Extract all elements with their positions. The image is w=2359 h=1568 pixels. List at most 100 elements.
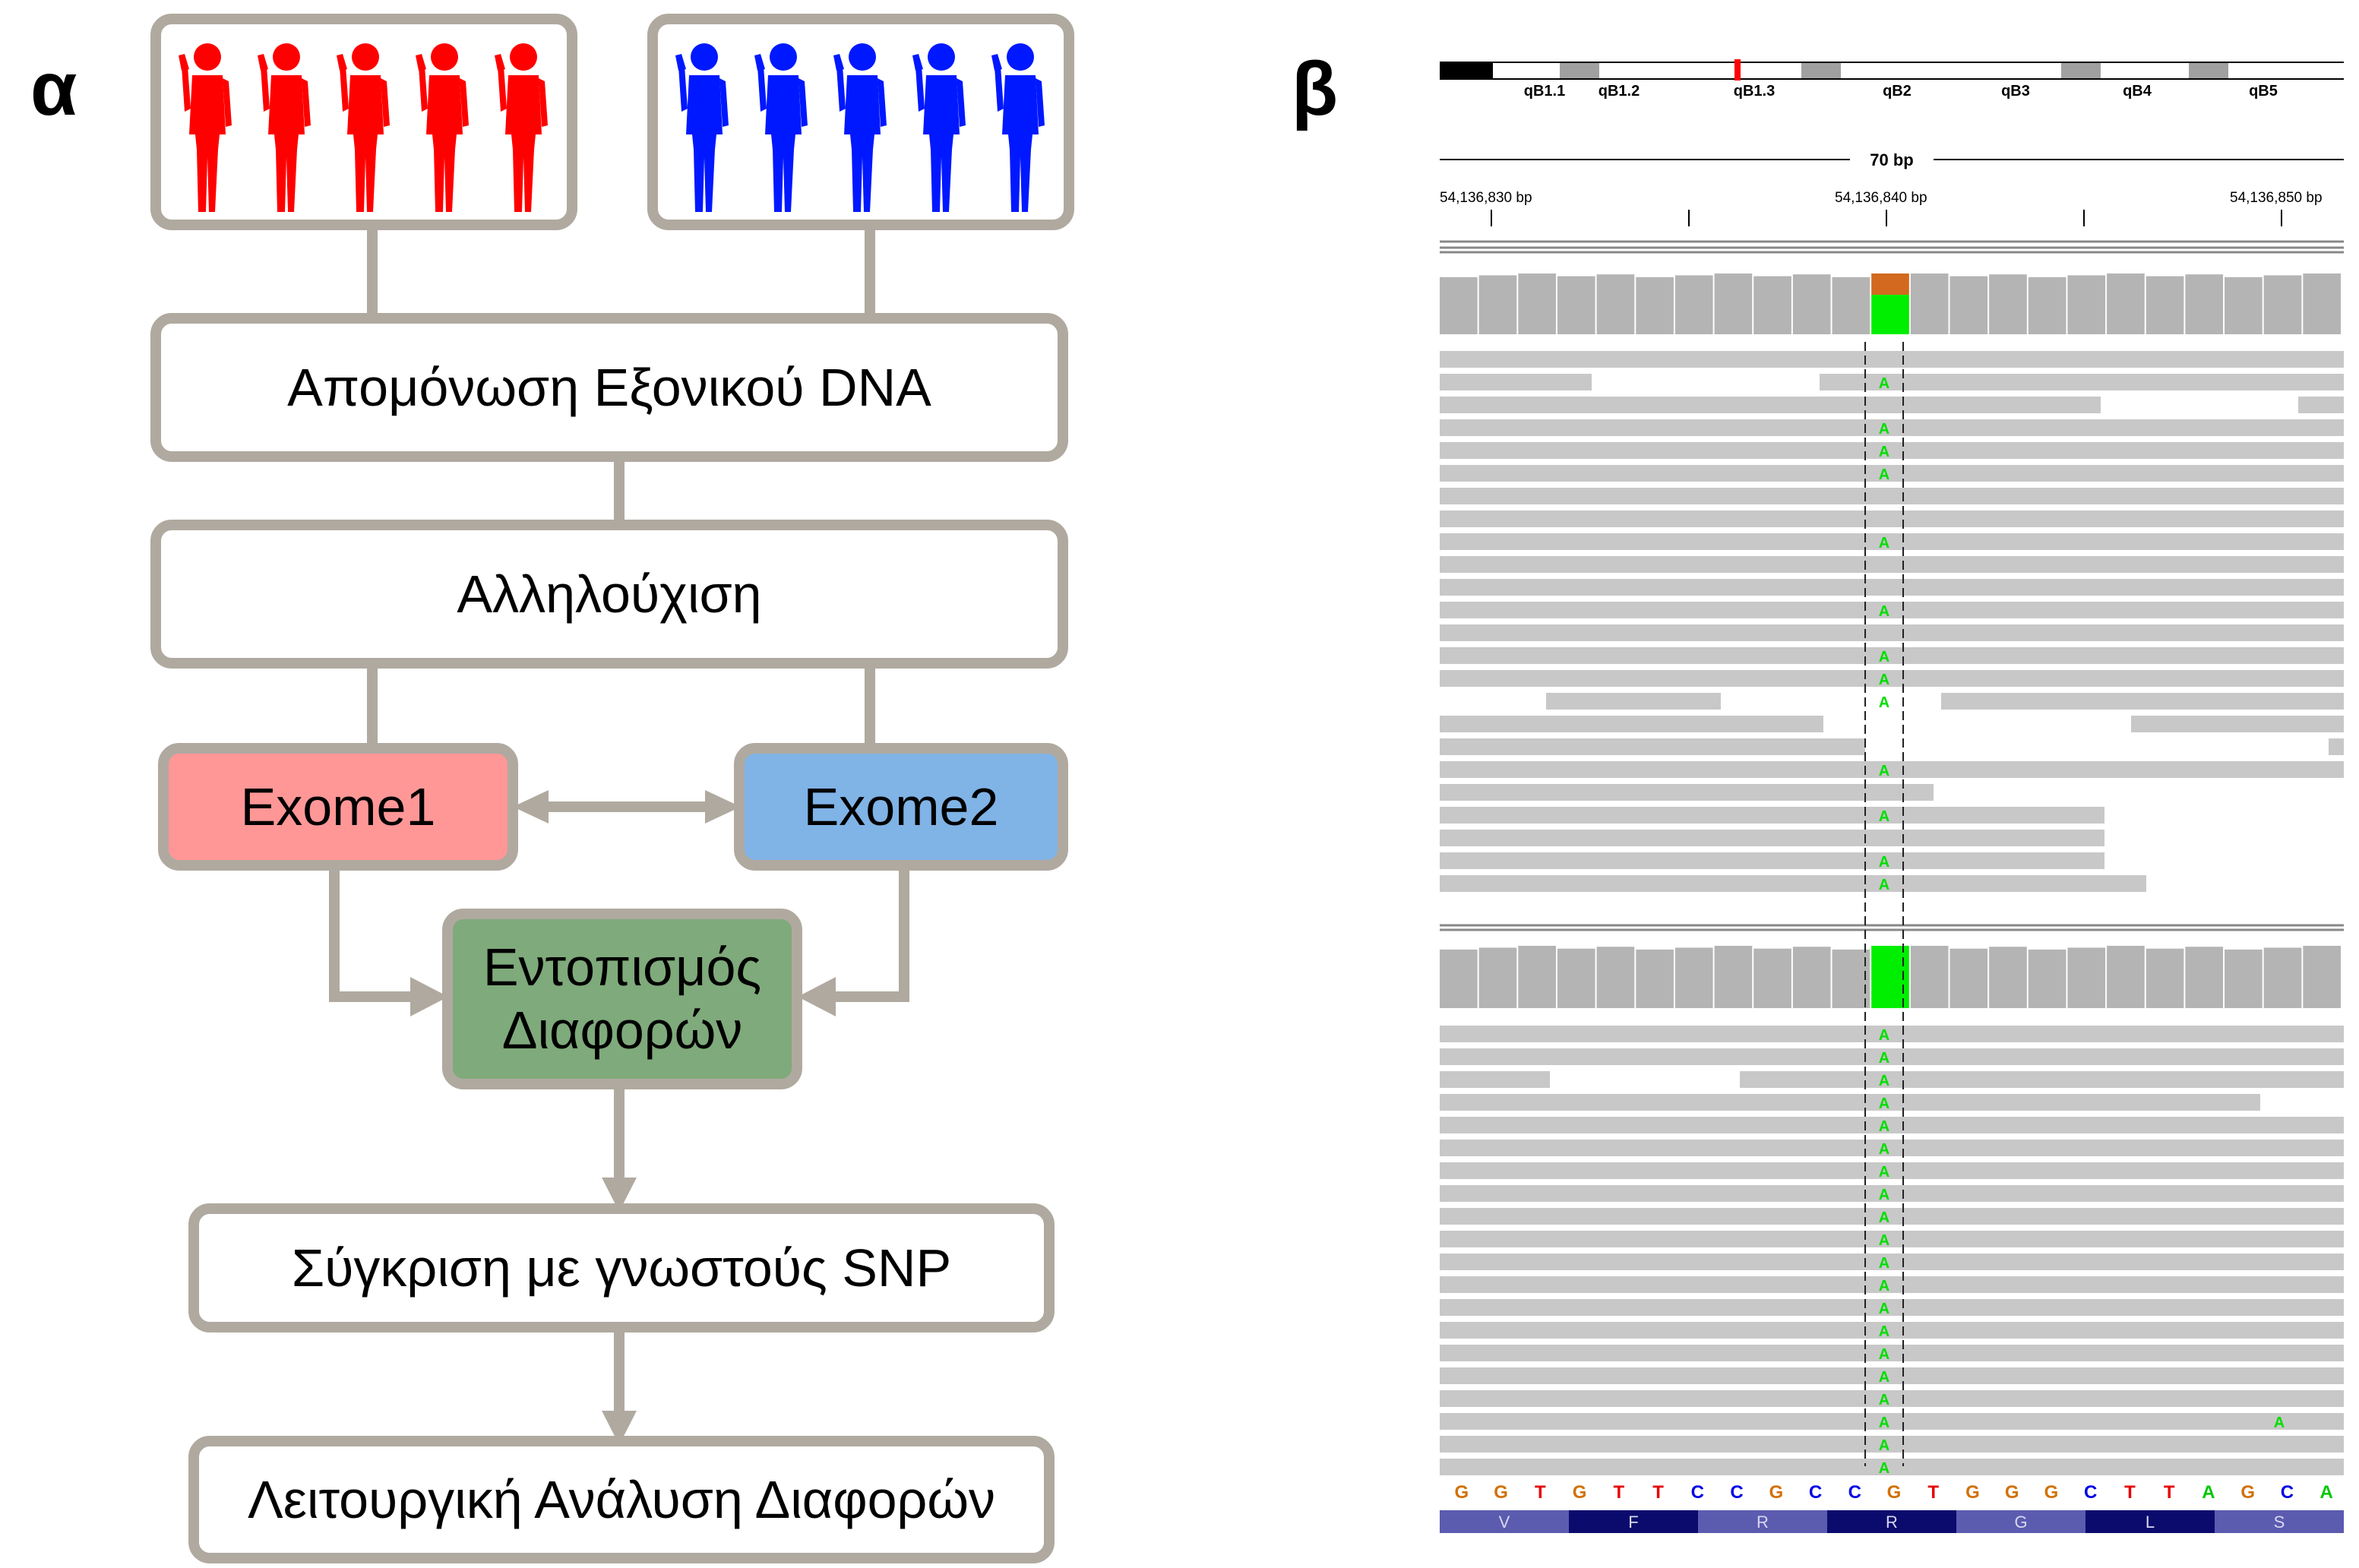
- coverage-bar: [1832, 277, 1870, 334]
- person-icon: [495, 43, 548, 212]
- read-row: [1440, 1231, 2344, 1247]
- read-row: [1440, 647, 2344, 664]
- read-segment: [1440, 738, 1865, 755]
- panel-b-label: β: [1292, 46, 1339, 131]
- coverage-bar: [2303, 273, 2341, 334]
- coverage-bar: [1596, 274, 1635, 334]
- coverage-track-bottom: [1440, 946, 2341, 1008]
- variant-base-label: A: [1879, 1187, 1889, 1203]
- coverage-bar: [1440, 949, 1478, 1008]
- variant-base-label: A: [1879, 1255, 1889, 1272]
- reference-base: T: [1535, 1482, 1546, 1503]
- coverage-bar: [2107, 946, 2145, 1008]
- read-row: [1440, 1208, 2344, 1225]
- variant-base-label: A: [1879, 1073, 1889, 1089]
- read-row: [1440, 1117, 2344, 1133]
- amino-acid-block: [1827, 1510, 1956, 1533]
- read-row: [1440, 442, 2344, 459]
- variant-base-label: A: [1879, 694, 1889, 711]
- cytoband-label: qB4: [2123, 83, 2152, 100]
- variant-base-label: A: [1879, 808, 1889, 825]
- variant-base-label: A: [1879, 1346, 1889, 1363]
- reference-base: T: [1613, 1482, 1624, 1503]
- coverage-bar: [2185, 274, 2224, 334]
- group2-box: [647, 14, 1074, 230]
- variant-base-label: A: [1879, 466, 1889, 483]
- read-row: [1440, 761, 2344, 778]
- read-row: [1440, 533, 2344, 550]
- reference-base: G: [1887, 1482, 1902, 1503]
- read-segment: [2131, 716, 2344, 732]
- person-icon: [833, 43, 887, 212]
- coverage-bar: [1557, 276, 1595, 334]
- cytoband-label: qB1.1: [1524, 83, 1565, 100]
- read-segment: [1941, 693, 2344, 710]
- read-segment: [1440, 784, 1934, 801]
- read-segment: [2329, 738, 2344, 755]
- exome2-box: Exome2: [734, 743, 1068, 871]
- variant-base-label: A: [1879, 375, 1889, 392]
- sequencing-step: Αλληλούχιση: [150, 520, 1068, 669]
- read-row: [1440, 419, 2344, 436]
- cytoband-label: qB2: [1883, 83, 1912, 100]
- coverage-bar: [1714, 946, 1753, 1008]
- read-row: [1440, 1413, 2344, 1430]
- read-segment: [1440, 1071, 1550, 1088]
- coverage-bar: [2263, 275, 2302, 334]
- variant-base-label: A: [1879, 1209, 1889, 1226]
- variant-base-label: A: [1879, 1392, 1889, 1408]
- coverage-bar: [1596, 947, 1635, 1008]
- flow-connectors: [329, 228, 909, 1445]
- read-row: [1440, 1162, 2344, 1179]
- cytoband-label: qB5: [2249, 83, 2278, 100]
- coverage-bar: [2146, 948, 2184, 1008]
- reference-base: C: [2281, 1482, 2294, 1503]
- reference-base: T: [1652, 1482, 1664, 1503]
- read-row: [1440, 1253, 2344, 1270]
- variant-base-label: A: [1879, 1437, 1889, 1454]
- variant-base-label: A: [1879, 444, 1889, 460]
- cytoband-block: [2189, 63, 2228, 78]
- coverage-bar: [2067, 275, 2106, 334]
- read-row: [1440, 1140, 2344, 1156]
- reference-base: T: [1927, 1482, 1939, 1503]
- person-icon: [337, 43, 390, 212]
- variant-base-label: A: [1879, 1369, 1889, 1386]
- reference-base: G: [1769, 1482, 1783, 1503]
- person-icon: [912, 43, 966, 212]
- reference-base: T: [2124, 1482, 2136, 1503]
- panel-a-label: α: [30, 46, 77, 131]
- coverage-bar: [1792, 947, 1831, 1008]
- amino-acid-label: R: [1757, 1513, 1769, 1532]
- coverage-bar: [1753, 948, 1791, 1008]
- reference-base: G: [1494, 1482, 1508, 1503]
- read-row: [1440, 556, 2344, 573]
- reference-base: G: [1573, 1482, 1587, 1503]
- reference-base: G: [2005, 1482, 2019, 1503]
- ruler-position-label: 54,136,840 bp: [1835, 190, 1927, 206]
- read-row: [1440, 1026, 2344, 1042]
- snp-comparison-step: Σύγκριση με γνωστούς SNP: [188, 1203, 1055, 1332]
- read-segment: [1440, 875, 2146, 892]
- ruler-position-label: 54,136,850 bp: [2230, 190, 2323, 206]
- variant-base-label: A: [1879, 1415, 1889, 1431]
- reference-base: T: [2164, 1482, 2175, 1503]
- person-icon: [754, 43, 808, 212]
- variant-base-label: A: [1879, 854, 1889, 871]
- variant-base-label: A: [1879, 1301, 1889, 1317]
- read-row: [1440, 465, 2344, 482]
- read-row: [1440, 602, 2344, 618]
- variant-base-label: A: [1879, 1323, 1889, 1340]
- cytoband-label: qB1.3: [1734, 83, 1775, 100]
- reference-base: G: [1965, 1482, 1980, 1503]
- coverage-bar: [2303, 946, 2341, 1008]
- variant-base-label: A: [1879, 649, 1889, 665]
- coverage-bar: [1478, 947, 1517, 1008]
- exome1-box: Exome1: [158, 743, 518, 871]
- coverage-bar: [1910, 946, 1949, 1008]
- region-length-label: 70 bp: [1870, 150, 1913, 169]
- variant-base-label: A: [1879, 1460, 1889, 1477]
- coverage-track-top: [1440, 273, 2341, 334]
